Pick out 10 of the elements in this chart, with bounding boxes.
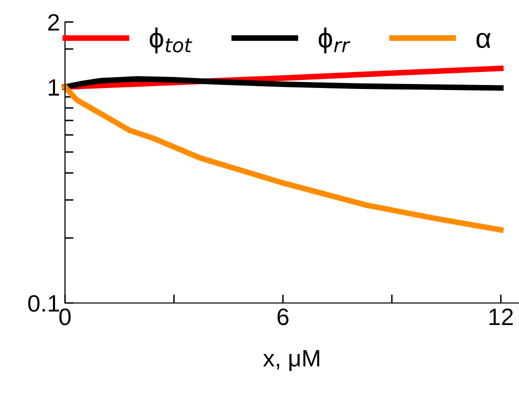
legend-label: ϕ$_{rr}$ xyxy=(318,27,350,54)
x-tick-label: 0 xyxy=(59,308,71,326)
x-tick-label: 6 xyxy=(278,308,288,326)
y-tick-label: 0.1 xyxy=(28,295,59,312)
x-tick-label: 12 xyxy=(490,308,513,325)
legend-label: ϕ$_{tot}$ xyxy=(150,27,192,54)
x-axis-title: x, μM xyxy=(263,350,320,371)
legend-label: α xyxy=(476,32,491,48)
y-tick-label: 2 xyxy=(48,14,59,31)
y-tick-label: 1 xyxy=(48,79,59,96)
